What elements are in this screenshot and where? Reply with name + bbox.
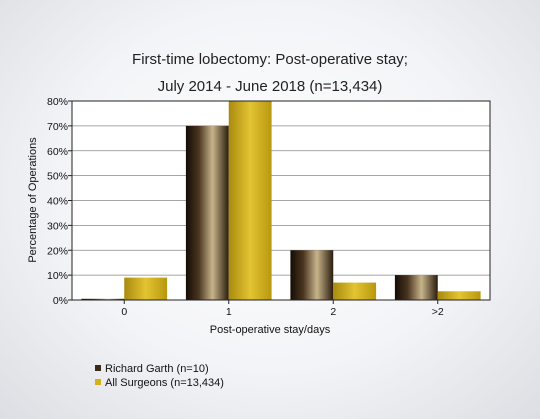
- y-tick-label: 0%: [53, 295, 68, 307]
- x-tick-label: 0: [121, 306, 127, 318]
- y-tick-label: 80%: [47, 96, 68, 108]
- x-axis-ticks: 0 1 2 >2: [121, 300, 444, 318]
- y-tick-label: 30%: [47, 220, 68, 232]
- y-tick-label: 60%: [47, 146, 68, 158]
- legend-label-0: Richard Garth (n=10): [105, 363, 209, 375]
- bar-all-surgeons-0: [124, 277, 168, 300]
- y-axis-label: Percentage of Operations: [27, 137, 39, 263]
- bar-surgeon-1: [185, 125, 229, 300]
- bars: [81, 101, 481, 300]
- y-tick-label: 10%: [47, 270, 68, 282]
- bar-all-surgeons-3: [437, 291, 481, 300]
- legend-swatch-0: [95, 365, 101, 371]
- y-tick-label: 70%: [47, 121, 68, 133]
- y-tick-label: 20%: [47, 245, 68, 257]
- chart-title-line-2: July 2014 - June 2018 (n=13,434): [158, 78, 383, 95]
- gridlines: [72, 125, 490, 276]
- x-axis-label: Post-operative stay/days: [210, 324, 331, 336]
- bar-surgeon-2: [290, 250, 334, 300]
- legend-label-1: All Surgeons (n=13,434): [105, 377, 224, 389]
- x-tick-label: >2: [432, 306, 444, 318]
- x-tick-label: 2: [330, 306, 336, 318]
- chart-title-line-1: First-time lobectomy: Post-operative sta…: [132, 51, 408, 68]
- x-tick-label: 1: [226, 306, 232, 318]
- bar-all-surgeons-2: [333, 282, 377, 300]
- y-axis-ticks: 0% 10% 20% 30% 40% 50% 60% 70% 80%: [47, 96, 72, 307]
- bar-all-surgeons-1: [228, 101, 272, 300]
- y-tick-label: 50%: [47, 171, 68, 183]
- bar-surgeon-3: [394, 275, 438, 300]
- legend: Richard Garth (n=10) All Surgeons (n=13,4…: [95, 363, 224, 389]
- legend-swatch-1: [95, 379, 101, 385]
- y-tick-label: 40%: [47, 196, 68, 208]
- bar-surgeon-0: [81, 298, 125, 300]
